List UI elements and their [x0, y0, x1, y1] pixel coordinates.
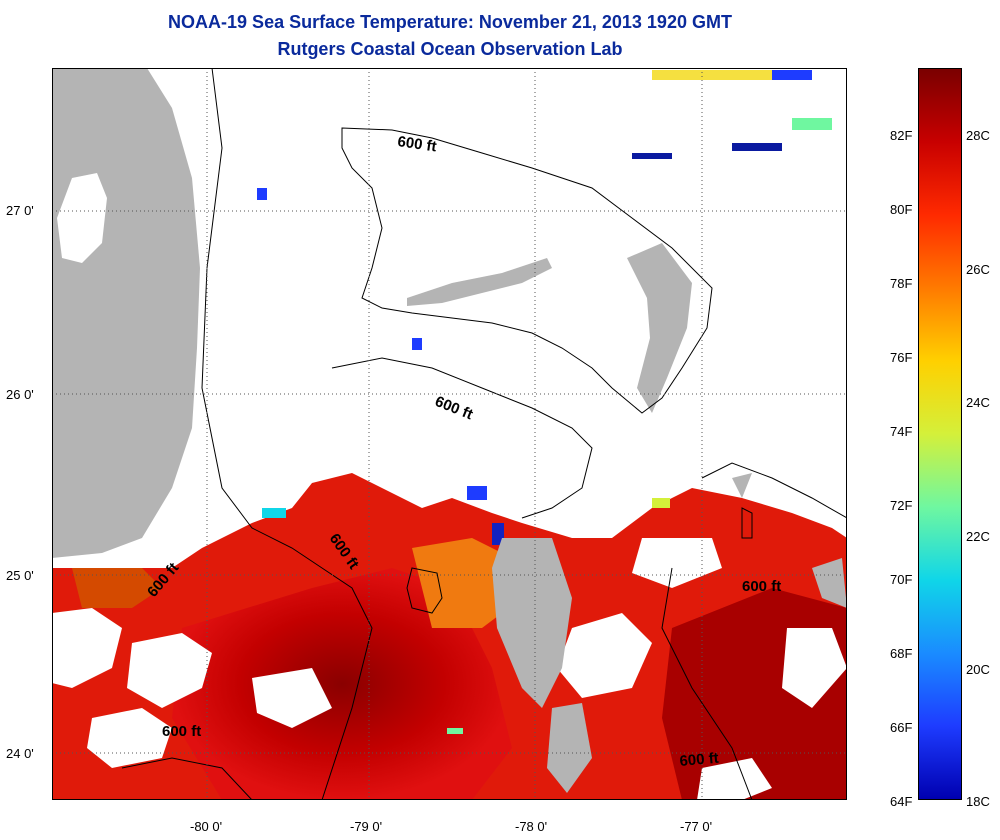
colorbar-label-c: 26C	[966, 262, 990, 277]
colorbar	[918, 68, 962, 800]
bathymetry-contours	[121, 68, 847, 800]
map-frame	[52, 68, 847, 800]
sst-map: 600 ft 600 ft 600 ft 600 ft 600 ft 600 f…	[52, 68, 847, 800]
lon-label-80: -80 0'	[190, 819, 223, 834]
lon-label-79: -79 0'	[350, 819, 383, 834]
colorbar-label-c: 24C	[966, 395, 990, 410]
colorbar-label-f: 64F	[890, 794, 913, 809]
graticule	[52, 68, 847, 800]
colorbar-label-f: 70F	[890, 572, 913, 587]
colorbar-label-f: 66F	[890, 720, 913, 735]
land-eleuthera	[732, 473, 847, 608]
land-grand-bahama	[407, 258, 552, 306]
colorbar-label-f: 80F	[890, 202, 913, 217]
lat-label-26: 26 0'	[6, 387, 34, 402]
land-andros-south	[547, 703, 592, 793]
colorbar-label-c: 22C	[966, 529, 990, 544]
cloud-gaps	[52, 538, 847, 800]
colorbar-label-f: 72F	[890, 498, 913, 513]
colorbar-label-f: 82F	[890, 128, 913, 143]
lat-label-24: 24 0'	[6, 746, 34, 761]
contour-label: 600 ft	[396, 133, 437, 155]
map-subtitle: Rutgers Coastal Ocean Observation Lab	[277, 39, 623, 59]
lon-label-78: -78 0'	[515, 819, 548, 834]
lat-label-25: 25 0'	[6, 568, 34, 583]
colorbar-label-f: 78F	[890, 276, 913, 291]
colorbar-label-f: 76F	[890, 350, 913, 365]
lat-label-27: 27 0'	[6, 203, 34, 218]
land-abaco	[627, 243, 692, 413]
cool-pixels	[257, 70, 832, 734]
colorbar-label-f: 74F	[890, 424, 913, 439]
contour-label: 600 ft	[742, 578, 781, 595]
colorbar-label-c: 18C	[966, 794, 990, 809]
map-title: NOAA-19 Sea Surface Temperature: Novembe…	[168, 12, 732, 32]
land-andros	[492, 538, 572, 708]
lon-label-77: -77 0'	[680, 819, 713, 834]
lake-okeechobee	[57, 173, 107, 263]
colorbar-label-f: 68F	[890, 646, 913, 661]
colorbar-label-c: 28C	[966, 128, 990, 143]
contour-label: 600 ft	[679, 750, 720, 770]
contour-label: 600 ft	[162, 723, 201, 740]
colorbar-label-c: 20C	[966, 662, 990, 677]
